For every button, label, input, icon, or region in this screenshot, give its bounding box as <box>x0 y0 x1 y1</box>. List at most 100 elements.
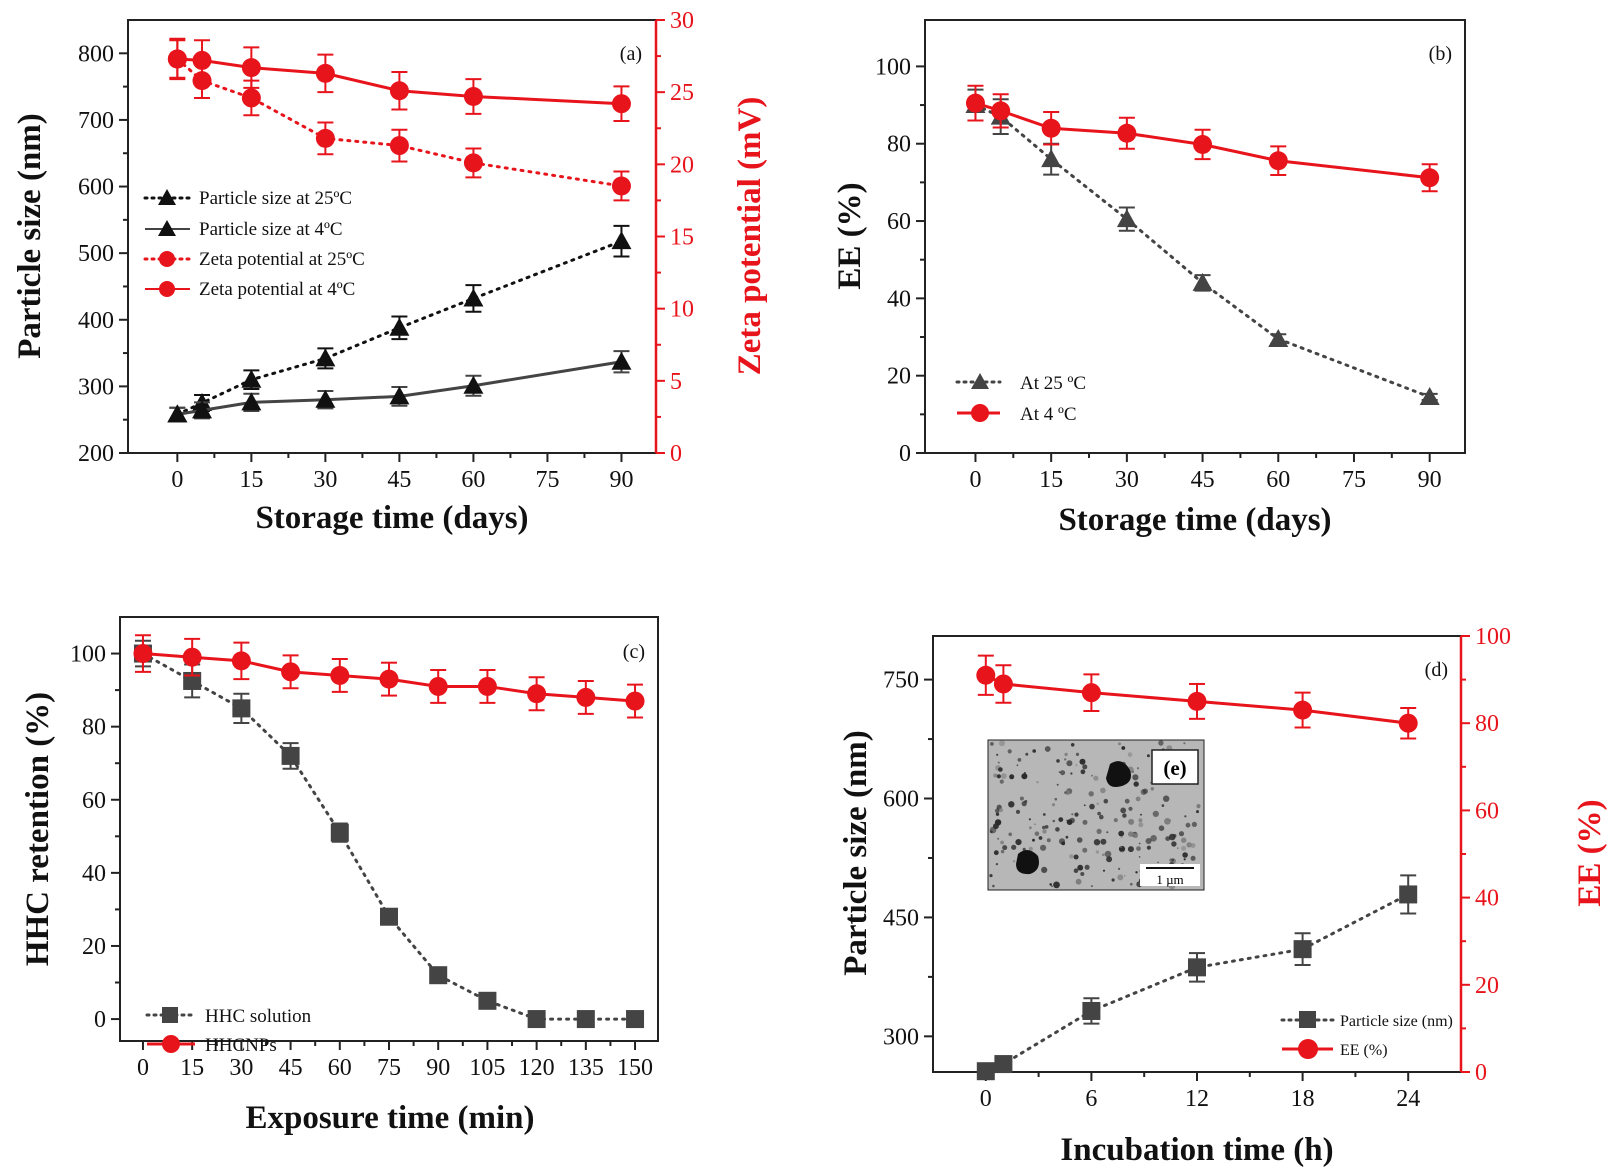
x-tick-label: 30 <box>313 467 337 493</box>
inset-speck <box>1042 829 1047 834</box>
legend-marker-a-1 <box>158 220 176 236</box>
inset-speck <box>1021 773 1028 780</box>
inset-speck <box>1000 840 1004 845</box>
inset-speck <box>998 767 1003 772</box>
data-point <box>380 907 398 926</box>
legend-marker-d-0 <box>1299 1011 1316 1028</box>
x-tick-label: 45 <box>279 1055 303 1081</box>
series-d-0 <box>976 874 1418 1081</box>
data-point <box>1117 123 1137 143</box>
data-point <box>428 676 448 696</box>
inset-speck <box>1131 832 1135 836</box>
inset-speck <box>1111 878 1115 882</box>
data-point <box>477 676 497 696</box>
data-point <box>379 669 399 689</box>
inset-speck <box>1054 797 1058 801</box>
panel-c: (c) 0 15 30 45 60 75 90 105 120 135 150 0 20 40 60 80 10… <box>20 616 659 1136</box>
data-point <box>1419 386 1440 405</box>
data-point <box>315 348 336 367</box>
data-point <box>1192 272 1213 291</box>
inset-speck <box>1034 823 1036 826</box>
inset-speck <box>1044 825 1049 829</box>
inset-speck <box>1196 810 1199 814</box>
x-axis-title-c: Exposure time (min) <box>245 1100 534 1136</box>
inset-speck <box>1049 883 1052 886</box>
y2-tick-label: 60 <box>1475 798 1499 824</box>
x-tick-label: 60 <box>1266 467 1290 493</box>
inset-speck <box>1079 758 1086 765</box>
inset-speck <box>1096 828 1102 835</box>
data-point <box>192 50 212 70</box>
inset-speck <box>1065 835 1069 839</box>
data-point <box>994 1055 1013 1074</box>
data-point <box>281 662 301 682</box>
inset-speck <box>1136 767 1140 770</box>
inset-speck <box>1100 838 1107 845</box>
y-axis-title-c: HHC retention (%) <box>20 692 56 966</box>
x-tick-label: 150 <box>617 1055 653 1081</box>
inset-speck <box>1146 754 1150 758</box>
inset-speck <box>1076 837 1083 843</box>
inset-speck <box>1150 835 1157 842</box>
inset-speck <box>1165 836 1171 841</box>
inset-speck <box>1102 869 1106 872</box>
y2-axis-title-d: EE (%) <box>1572 799 1608 906</box>
data-point <box>330 665 350 685</box>
data-point <box>1268 151 1288 171</box>
inset-speck <box>1066 760 1073 767</box>
x-tick-label: 75 <box>377 1055 401 1081</box>
x-tick-label: 90 <box>609 467 633 493</box>
legend-c: HHC solution HHCNPs <box>145 1006 312 1056</box>
inset-speck <box>1133 781 1139 787</box>
data-point <box>1398 713 1418 733</box>
inset-speck <box>1041 866 1048 874</box>
series-d <box>976 654 1418 1081</box>
inset-speck <box>996 774 1002 779</box>
inset-speck <box>999 740 1005 747</box>
x-tick-label: 15 <box>239 467 263 493</box>
inset-speck <box>1073 868 1079 873</box>
x-tick-label: 24 <box>1396 1086 1420 1112</box>
data-point <box>463 86 483 106</box>
y-tick-label: 40 <box>82 861 106 887</box>
data-point <box>429 966 448 985</box>
inset-speck <box>1103 798 1109 804</box>
inset-large-particle <box>1106 761 1131 787</box>
inset-speck <box>989 874 993 878</box>
data-point <box>1041 149 1062 168</box>
inset-speck <box>1158 740 1164 746</box>
x-tick-label: 45 <box>1191 467 1215 493</box>
y-tick-label: 0 <box>899 441 911 467</box>
inset-speck <box>1002 845 1008 851</box>
legend-marker-c-0 <box>162 1007 178 1023</box>
inset-speck <box>1124 798 1130 804</box>
inset-speck <box>1015 809 1021 815</box>
y-tick-label: 40 <box>887 286 911 312</box>
inset-speck <box>1117 742 1122 746</box>
data-point <box>463 288 484 307</box>
y-tick-label: 100 <box>70 642 106 668</box>
x-tick-label: 30 <box>229 1055 253 1081</box>
inset-speck <box>1118 867 1121 871</box>
x-tick-label: 90 <box>426 1055 450 1081</box>
data-point <box>315 389 336 408</box>
inset-speck <box>1000 849 1005 854</box>
legend-text-a-2: Zeta potential at 25ºC <box>199 249 365 270</box>
y-tick-label: 300 <box>78 374 114 400</box>
legend-marker-a-0 <box>158 189 176 205</box>
inset-speck <box>1096 802 1100 805</box>
inset-speck <box>1100 787 1106 794</box>
data-point <box>611 231 632 250</box>
inset-speck <box>1025 752 1029 756</box>
inset-speck <box>1015 839 1022 846</box>
inset-speck <box>1066 819 1073 825</box>
data-point <box>1188 958 1206 977</box>
data-point <box>192 400 213 419</box>
inset-speck <box>1106 856 1113 863</box>
inset-speck <box>997 837 1000 840</box>
data-point <box>463 153 483 173</box>
inset-speck <box>1074 812 1079 817</box>
inset-speck <box>1146 845 1151 850</box>
inset-speck <box>1038 836 1043 840</box>
